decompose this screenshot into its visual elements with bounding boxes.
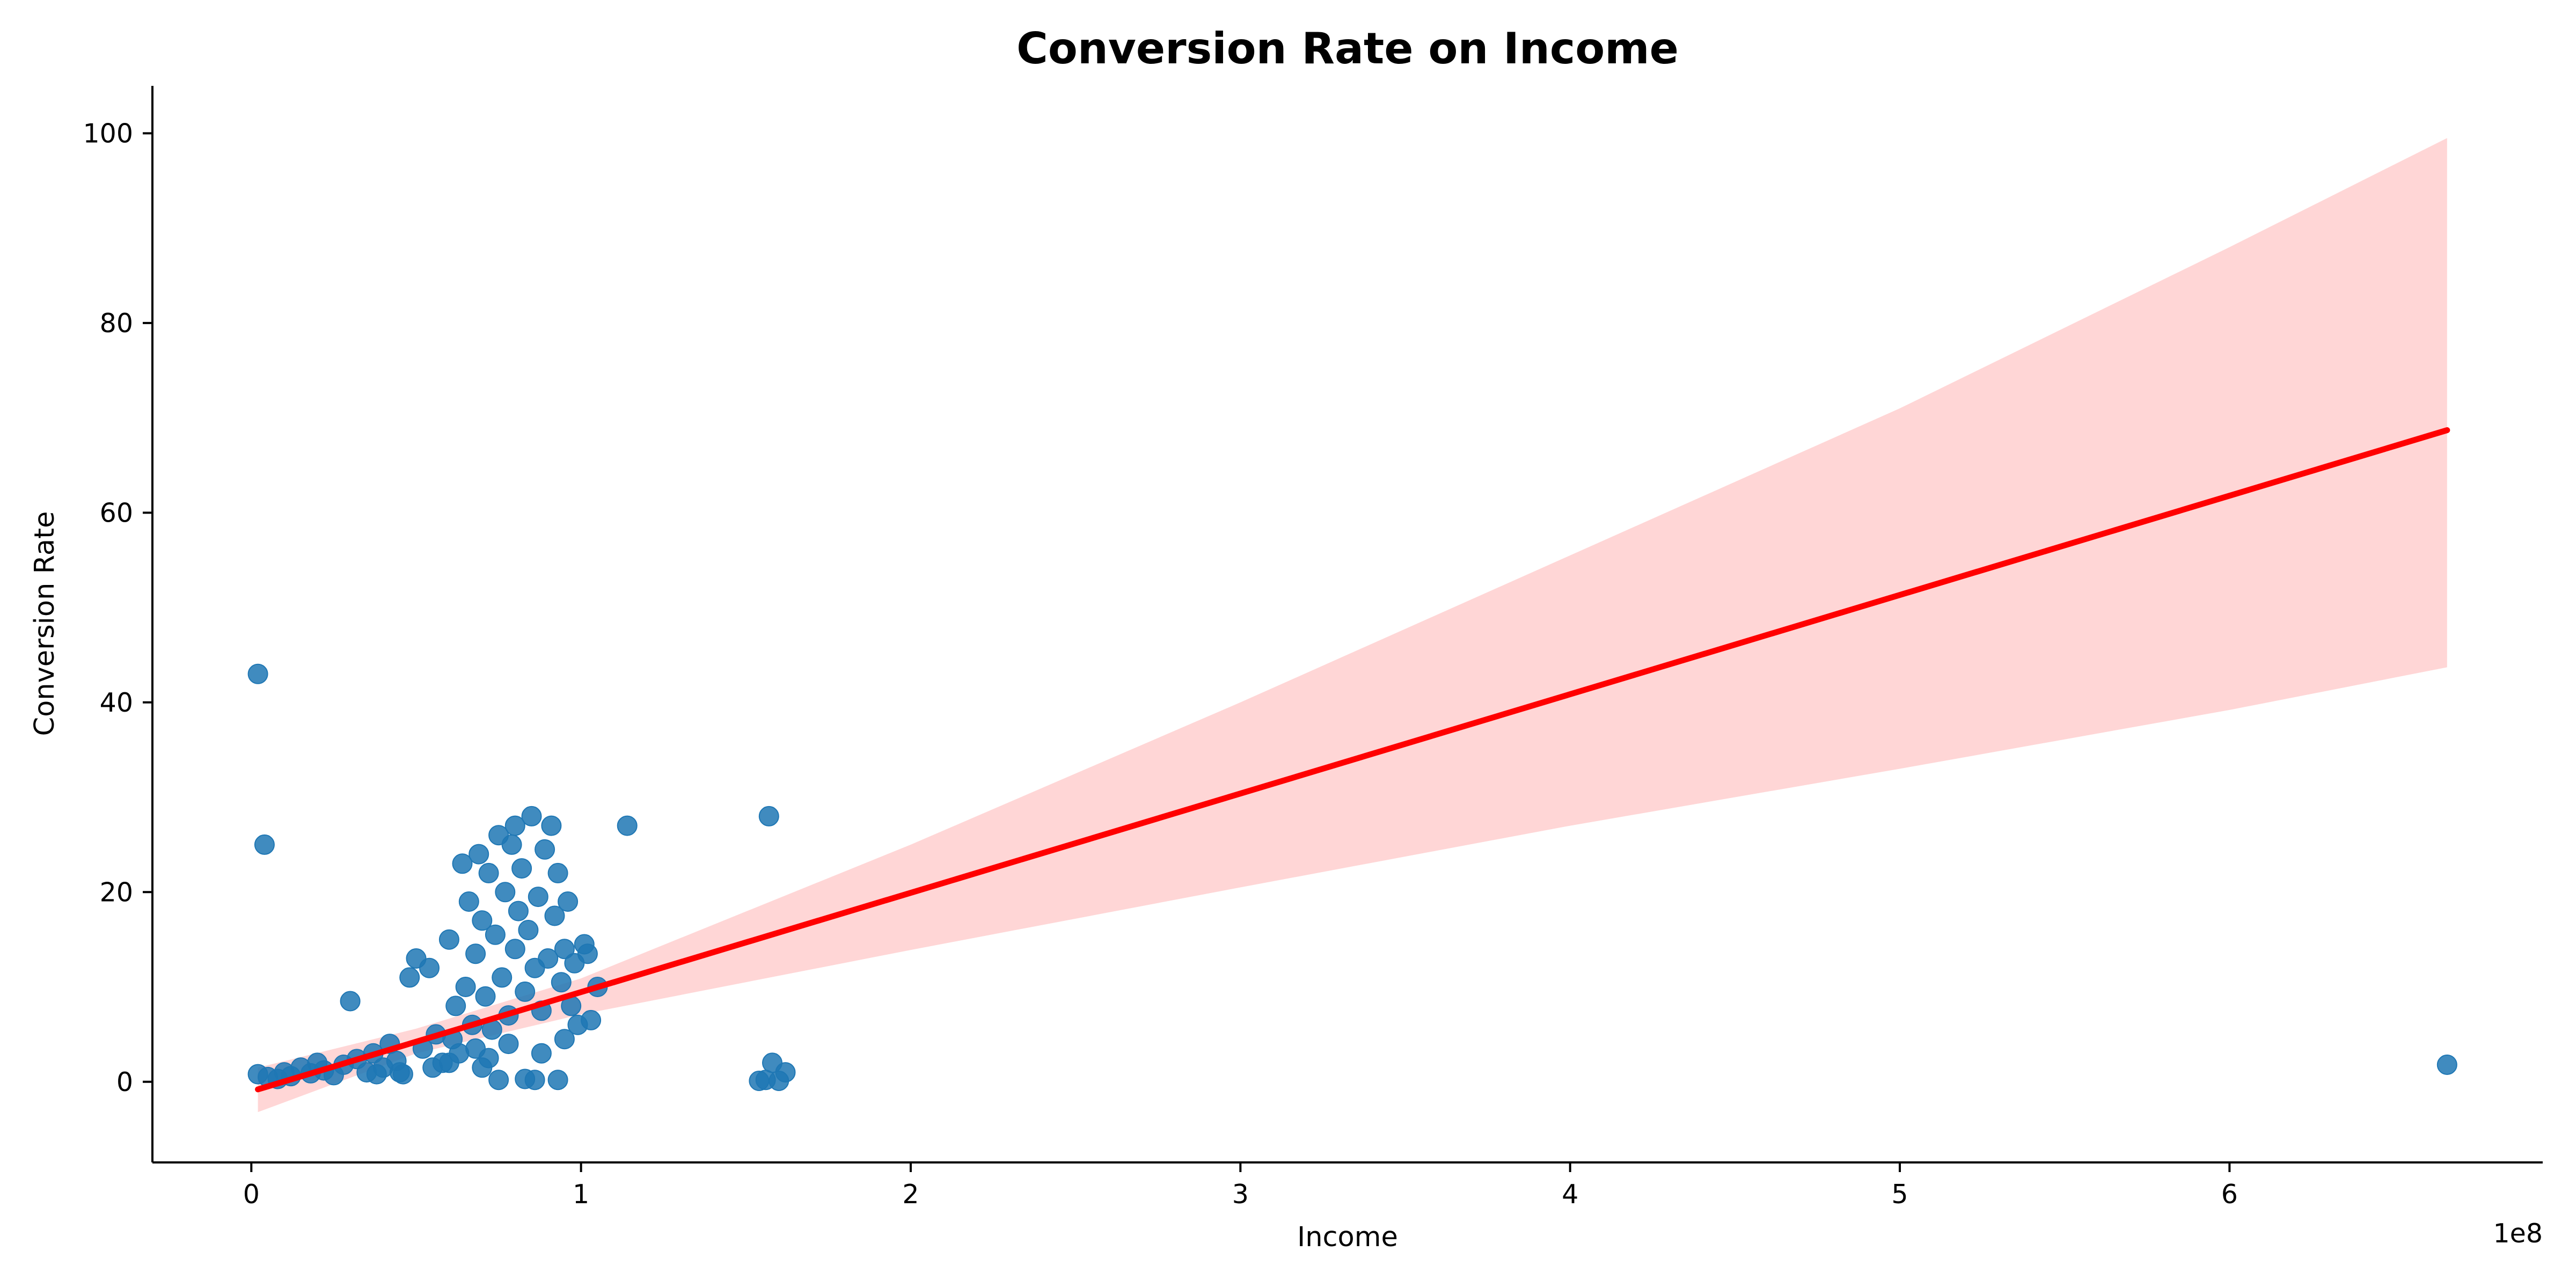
scatter-point	[501, 834, 522, 855]
scatter-point	[518, 920, 539, 940]
x-tick-label: 6	[2221, 1179, 2238, 1210]
x-tick-label: 2	[902, 1179, 919, 1210]
scatter-point	[366, 1064, 387, 1085]
scatter-point	[340, 991, 361, 1012]
scatter-point	[547, 1070, 568, 1091]
scatter-point	[508, 901, 529, 921]
scatter-point	[419, 957, 440, 978]
y-tick-label: 60	[100, 497, 133, 528]
scatter-point	[524, 1070, 545, 1091]
y-tick-label: 0	[116, 1067, 133, 1097]
x-tick-label: 1	[573, 1179, 589, 1210]
scatter-point	[551, 972, 572, 993]
scatter-point	[511, 858, 532, 879]
scatter-point	[504, 939, 525, 960]
scatter-point	[254, 834, 275, 855]
scatter-point	[531, 1043, 552, 1064]
scatter-point	[495, 882, 516, 903]
scatter-point	[247, 663, 268, 684]
scatter-point	[465, 1038, 486, 1059]
scatter-point	[475, 986, 496, 1007]
y-tick-label: 40	[100, 687, 133, 718]
scatter-point	[617, 815, 638, 836]
y-tick-label: 80	[100, 308, 133, 339]
scatter-point	[478, 862, 499, 883]
y-tick-label: 100	[83, 118, 133, 149]
scatter-point	[515, 981, 536, 1002]
scatter-point	[472, 1057, 493, 1078]
scatter-point	[535, 839, 555, 860]
scatter-point	[758, 806, 779, 826]
y-axis-ticks: 0 20 40 60 80 100	[83, 118, 152, 1097]
y-axis-label: Conversion Rate	[29, 511, 61, 736]
scatter-point	[547, 862, 568, 883]
x-axis-ticks: 0 1 2 3 4 5 6	[243, 1162, 2238, 1210]
x-tick-label: 4	[1562, 1179, 1578, 1210]
scatter-point	[469, 844, 489, 865]
chart-title: Conversion Rate on Income	[1016, 24, 1679, 74]
scatter-point	[577, 943, 598, 964]
scatter-point	[775, 1062, 796, 1083]
scatter-point	[521, 806, 542, 826]
x-axis-offset-label: 1e8	[2493, 1218, 2543, 1249]
x-tick-label: 3	[1232, 1179, 1249, 1210]
scatter-point	[504, 815, 525, 836]
confidence-band	[258, 138, 2447, 1113]
regression-line	[255, 427, 2450, 1093]
x-axis-label: Income	[1297, 1221, 1398, 1253]
scatter-point	[465, 943, 486, 964]
scatter-point	[422, 1057, 443, 1078]
scatter-point	[2436, 1055, 2457, 1075]
scatter-point	[488, 1070, 509, 1091]
scatter-point	[554, 939, 575, 960]
scatter-point	[498, 1034, 519, 1055]
scatter-point	[558, 891, 579, 912]
plot-area	[247, 138, 2457, 1113]
scatter-point	[538, 948, 559, 969]
scatter-point	[445, 996, 466, 1016]
scatter-point	[485, 924, 506, 945]
scatter-point	[544, 905, 565, 926]
scatter-point	[452, 853, 473, 874]
scatter-point	[472, 910, 493, 931]
scatter-point	[399, 967, 420, 988]
scatter-point	[541, 815, 562, 836]
scatter-point	[528, 887, 548, 908]
scatter-point	[581, 1009, 602, 1030]
scatter-point	[389, 1062, 410, 1083]
scatter-point	[458, 891, 479, 912]
x-tick-label: 0	[243, 1179, 260, 1210]
scatter-point	[455, 977, 476, 997]
scatter-points	[247, 663, 2457, 1091]
y-tick-label: 20	[100, 877, 133, 908]
scatter-point	[554, 1029, 575, 1050]
x-tick-label: 5	[1891, 1179, 1908, 1210]
scatter-point	[438, 929, 459, 950]
scatter-point	[492, 967, 513, 988]
